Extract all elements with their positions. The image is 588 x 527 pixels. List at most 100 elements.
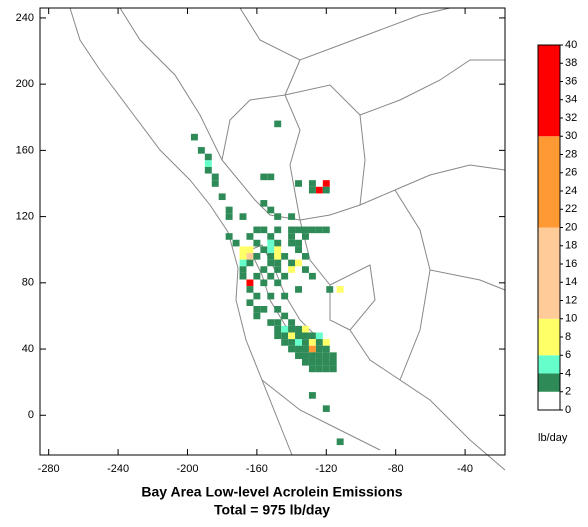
- emission-cell: [260, 173, 268, 181]
- boundary: [399, 269, 431, 381]
- x-tick-label: -160: [246, 463, 268, 475]
- colorbar-segment: [538, 373, 560, 392]
- y-tick-label: 160: [16, 144, 34, 156]
- emission-cell: [274, 253, 282, 260]
- emission-cell: [281, 325, 289, 333]
- emission-cell: [253, 306, 261, 313]
- emission-cell: [329, 365, 337, 373]
- emission-cell: [322, 365, 330, 373]
- emission-cell: [281, 312, 289, 320]
- emission-cell: [239, 246, 247, 254]
- colorbar-tick-label: 30: [565, 130, 577, 142]
- emission-cell: [301, 226, 309, 234]
- emission-cell: [288, 213, 296, 220]
- colorbar-segment: [538, 45, 560, 137]
- emission-cell: [239, 272, 247, 280]
- emission-cell: [308, 345, 316, 353]
- emission-cell: [295, 180, 302, 187]
- x-tick-label: -200: [176, 463, 198, 475]
- emission-cell: [204, 153, 212, 161]
- emission-cell: [308, 272, 316, 280]
- colorbar-segment: [538, 355, 560, 374]
- emission-cell: [239, 266, 247, 273]
- emission-cell: [295, 332, 302, 340]
- emission-cell: [239, 253, 247, 260]
- emission-cell: [308, 226, 316, 234]
- emission-cell: [322, 358, 330, 366]
- boundary: [394, 189, 506, 291]
- boundary: [299, 219, 506, 471]
- colorbar-tick-label: 40: [565, 39, 577, 51]
- emission-cell: [267, 233, 275, 240]
- y-tick-label: 40: [22, 343, 34, 355]
- boundary: [261, 379, 381, 451]
- colorbar-tick-label: 2: [565, 386, 571, 398]
- emission-cell: [239, 259, 247, 267]
- emission-cell: [326, 286, 334, 293]
- emission-cell: [253, 272, 261, 280]
- emission-cell: [295, 226, 302, 234]
- emission-cell: [253, 312, 261, 320]
- emission-cell: [267, 253, 275, 260]
- colorbar-tick-label: 26: [565, 167, 577, 179]
- emission-cell: [218, 193, 226, 201]
- emission-cell: [246, 259, 254, 267]
- emission-cell: [288, 226, 296, 234]
- colorbar-tick-label: 28: [565, 148, 577, 160]
- colorbar-tick-label: 16: [565, 258, 577, 270]
- emission-cell: [322, 405, 330, 412]
- emission-cell: [260, 200, 268, 207]
- emission-cell: [301, 332, 309, 340]
- emission-cell: [246, 286, 254, 293]
- emission-cell: [295, 239, 302, 247]
- boundary: [119, 7, 506, 221]
- colorbar-tick-label: 38: [565, 57, 577, 69]
- emission-cell: [308, 358, 316, 366]
- emission-cell: [295, 325, 302, 333]
- emission-cell: [246, 299, 254, 306]
- emission-cell: [281, 339, 289, 346]
- emission-cell: [301, 352, 309, 359]
- emission-cell: [211, 180, 219, 187]
- emission-cell: [267, 173, 275, 181]
- emission-cell: [315, 339, 323, 346]
- emission-cell: [336, 438, 344, 446]
- emission-cell: [308, 352, 316, 359]
- emission-cell: [301, 266, 309, 273]
- emission-cell: [322, 339, 330, 346]
- emission-cell: [308, 339, 316, 346]
- emission-cell: [260, 279, 268, 287]
- emission-cell: [288, 259, 296, 267]
- emission-cell: [274, 213, 282, 220]
- emission-cell: [197, 147, 205, 154]
- emission-cell: [211, 173, 219, 181]
- emission-cell: [308, 365, 316, 373]
- emission-cell: [246, 253, 254, 260]
- colorbar-tick-label: 36: [565, 75, 577, 87]
- colorbar-tick-label: 18: [565, 240, 577, 252]
- emission-cell: [274, 319, 282, 326]
- emission-cell: [301, 358, 309, 366]
- emission-cell: [225, 233, 233, 240]
- emission-cell: [288, 239, 296, 247]
- emission-cell: [329, 358, 337, 366]
- x-tick-label: -80: [388, 463, 404, 475]
- emission-cell: [336, 286, 344, 293]
- plot-frame: [39, 7, 506, 456]
- emission-cell: [239, 213, 247, 220]
- emission-cell: [322, 226, 330, 234]
- colorbar-tick-label: 14: [565, 276, 577, 288]
- x-tick-label: -240: [107, 463, 129, 475]
- y-tick-label: 80: [22, 277, 34, 289]
- emission-cell: [274, 325, 282, 333]
- emission-cell: [267, 272, 275, 280]
- emission-cell: [260, 306, 268, 313]
- y-tick-label: 200: [16, 78, 34, 90]
- emission-cell: [308, 392, 316, 399]
- emission-cells: [190, 120, 344, 446]
- emission-cell: [274, 226, 282, 234]
- emission-cell: [288, 325, 296, 333]
- emission-cell: [315, 358, 323, 366]
- emission-cell: [253, 292, 261, 300]
- emission-cell: [281, 292, 289, 300]
